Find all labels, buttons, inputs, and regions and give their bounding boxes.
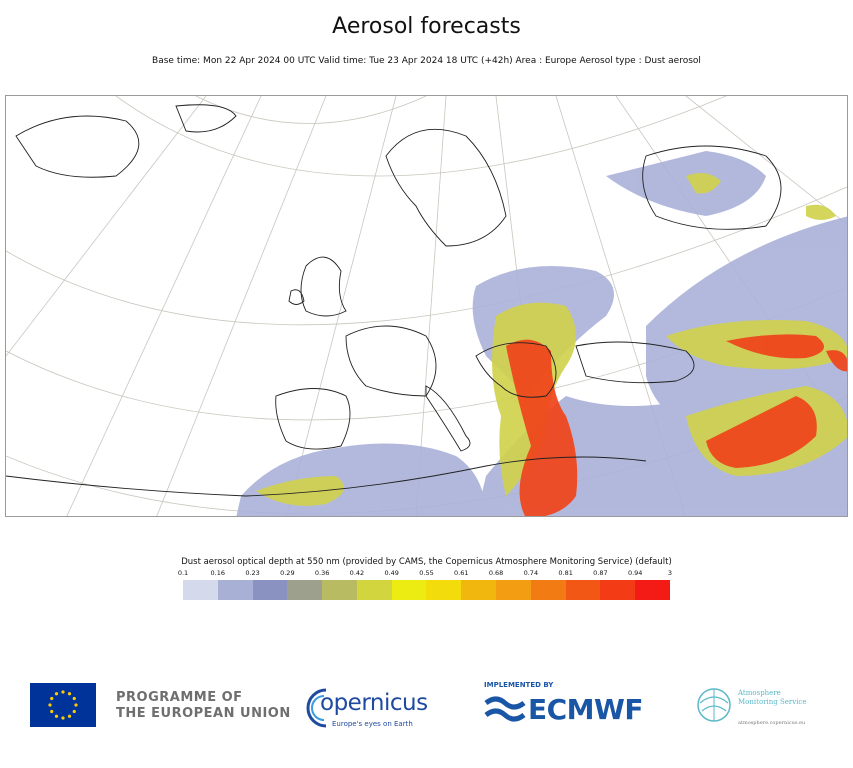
eu-star [50, 709, 54, 714]
cams-name: Atmosphere Monitoring Service [738, 689, 807, 706]
copernicus-wordmark: opernicus [320, 690, 428, 716]
eu-star [61, 690, 65, 694]
legend-swatch [635, 580, 670, 600]
legend-swatch [565, 580, 601, 600]
coastlines [6, 104, 782, 497]
map-canvas [6, 96, 847, 516]
dust-plume-high [506, 334, 847, 516]
copernicus-arc-icon [306, 688, 327, 728]
legend-swatch [287, 580, 323, 600]
legend-swatch [356, 580, 392, 600]
eu-star [54, 692, 59, 696]
eu-star [67, 692, 72, 696]
legend-tick-label: 0.74 [523, 569, 539, 577]
legend-swatch [322, 580, 357, 600]
legend-swatch [426, 580, 462, 600]
legend-tick-label: 0.1 [177, 569, 189, 577]
legend-tick-label: 0.16 [210, 569, 226, 577]
page-title: Aerosol forecasts [332, 14, 521, 39]
legend-tick-label: 0.61 [454, 569, 469, 577]
cams-url: atmosphere.copernicus.eu [738, 720, 806, 726]
eu-star [74, 703, 78, 707]
legend-swatch [600, 580, 636, 600]
legend-tick-label: 0.81 [558, 569, 573, 577]
ecmwf-wordmark: ECMWF [528, 693, 644, 726]
cams-logo: Atmosphere Monitoring Service atmosphere… [694, 683, 824, 733]
eu-programme-text: PROGRAMME OF THE EUROPEAN UNION [116, 690, 291, 722]
legend-ticks: 0.1 0.16 0.23 0.29 0.36 0.42 0.49 0.55 0.61 0.68 0… [170, 569, 683, 579]
eu-star [61, 716, 65, 720]
legend-tick-label: 0.29 [280, 569, 295, 577]
legend-tick-label: 0.42 [349, 569, 365, 577]
dust-forecast-map[interactable] [5, 95, 848, 517]
ecmwf-wave-icon [484, 696, 526, 722]
eu-flag-logo [30, 683, 96, 727]
legend-tick-label: 0.68 [488, 569, 504, 577]
eu-star [48, 703, 52, 707]
eu-star [67, 714, 72, 718]
eu-star [72, 696, 76, 701]
eu-line-1: PROGRAMME OF [116, 690, 243, 705]
legend-tick-label: 0.49 [384, 569, 399, 577]
legend-swatch [183, 580, 218, 600]
forecast-subtitle: Base time: Mon 22 Apr 2024 00 UTC Valid … [152, 56, 701, 66]
legend-swatch [496, 580, 531, 600]
eu-line-2: THE EUROPEAN UNION [116, 706, 291, 721]
legend-colorbar [183, 580, 670, 600]
eu-star [50, 696, 54, 701]
legend-swatch [461, 580, 497, 600]
legend-tick-label: 0.23 [245, 569, 260, 577]
legend-tick-label: 0.36 [314, 569, 330, 577]
legend-tick-label: 0.94 [627, 569, 643, 577]
legend-tick-label: 0.55 [419, 569, 434, 577]
eu-star [72, 709, 76, 714]
eu-star [54, 714, 59, 718]
legend-title: Dust aerosol optical depth at 550 nm (pr… [181, 557, 672, 567]
copernicus-tagline: Europe's eyes on Earth [332, 720, 413, 728]
cams-globe-icon [697, 688, 731, 722]
legend-swatch [391, 580, 427, 600]
copernicus-logo: opernicus Europe's eyes on Earth [296, 682, 436, 734]
legend-swatch [217, 580, 253, 600]
legend-swatch [252, 580, 288, 600]
legend-tick-label: 0.87 [593, 569, 608, 577]
ecmwf-logo: IMPLEMENTED BY ECMWF [484, 681, 674, 731]
legend-tick-label: 3 [667, 569, 673, 577]
legend-swatch [530, 580, 566, 600]
implemented-by-label: IMPLEMENTED BY [484, 681, 554, 689]
